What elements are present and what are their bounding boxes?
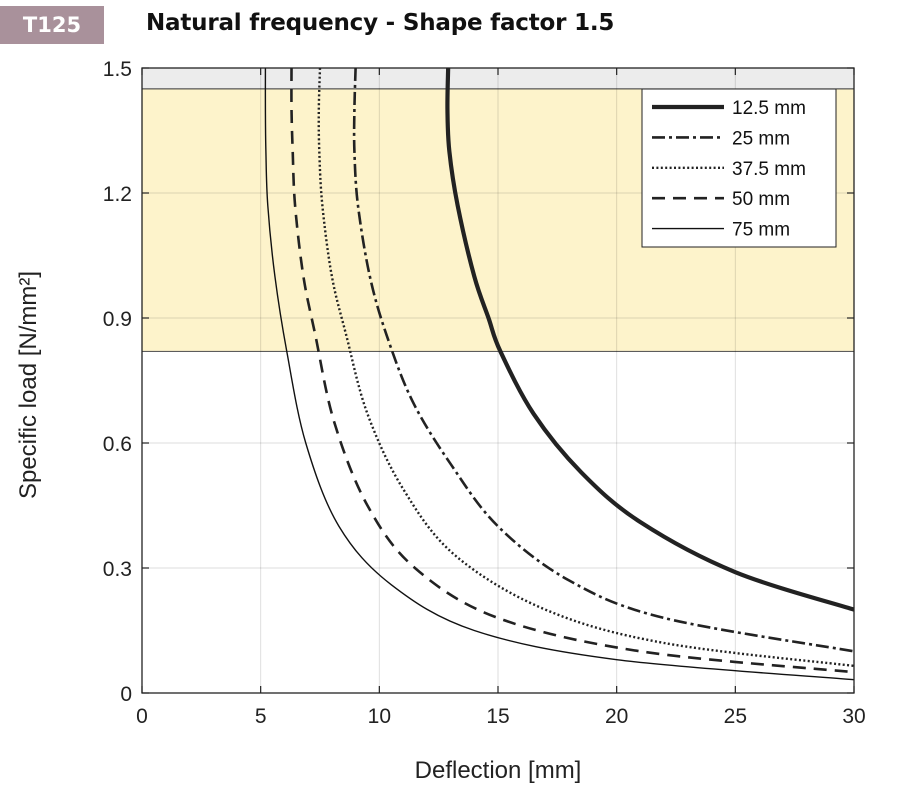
y-tick-label: 0.3: [103, 558, 132, 581]
legend: 12.5 mm 25 mm 37.5 mm 50 mm 75 mm: [641, 88, 837, 248]
x-axis-label: Deflection [mm]: [415, 757, 582, 784]
legend-label: 50 mm: [732, 189, 790, 210]
x-tick-label: 30: [842, 705, 865, 728]
y-tick-label: 1.5: [103, 58, 132, 81]
y-axis-label: Specific load [N/mm²]: [15, 271, 42, 499]
x-tick-label: 0: [136, 705, 148, 728]
y-tick-label: 0.6: [103, 433, 132, 456]
x-tick-label: 5: [255, 705, 267, 728]
legend-label: 25 mm: [732, 128, 790, 149]
x-tick-label: 15: [486, 705, 509, 728]
y-tick-label: 1.2: [103, 183, 132, 206]
chart-id-badge: T125: [0, 6, 104, 44]
y-tick-label: 0: [120, 683, 132, 706]
series-line-4: [290, 67, 855, 674]
y-tick-label: 0.9: [103, 308, 132, 331]
x-tick-label: 25: [724, 705, 747, 728]
x-tick-label: 10: [368, 705, 391, 728]
legend-label: 12.5 mm: [732, 98, 806, 119]
x-tick-label: 20: [605, 705, 628, 728]
series-line-1: [445, 67, 855, 612]
series-line-2: [352, 67, 855, 653]
legend-label: 37.5 mm: [732, 159, 806, 180]
chart-title: Natural frequency - Shape factor 1.5: [146, 10, 615, 36]
legend-label: 75 mm: [732, 220, 790, 241]
series-line-5: [264, 67, 855, 681]
